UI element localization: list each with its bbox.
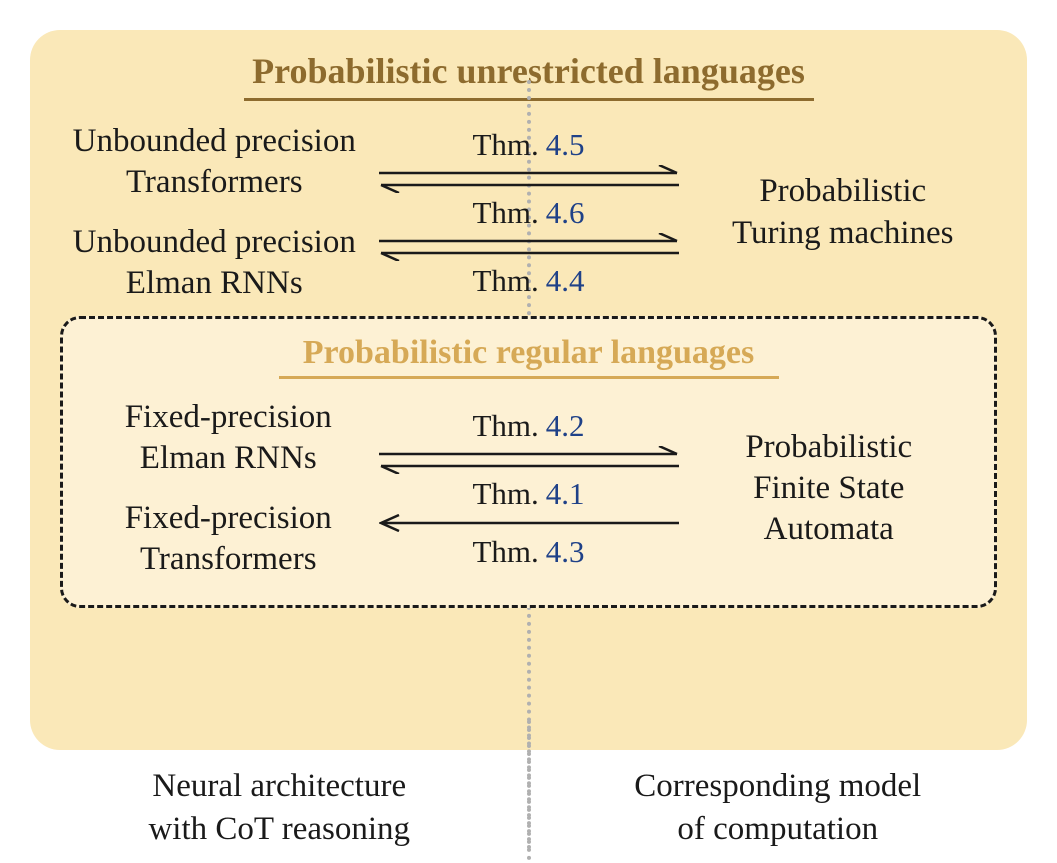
caption-right: Corresponding model of computation (529, 765, 1028, 851)
inner-left-line2: Elman RNNs (125, 438, 332, 479)
harpoon-pair-icon (379, 446, 679, 474)
thm-number: 4.4 (546, 263, 585, 299)
thm-row-4-1: Thm. 4.1 (472, 476, 584, 512)
caption-left-line2: with CoT reasoning (30, 808, 529, 851)
thm-label: Thm. (472, 476, 538, 512)
harpoon-pair-icon (379, 165, 679, 193)
inner-section: Fixed-precision Elman RNNs Fixed-precisi… (88, 397, 969, 580)
inner-right-column: Probabilistic Finite State Automata (689, 427, 970, 551)
thm-number: 4.1 (546, 476, 585, 512)
caption-divider (527, 720, 531, 860)
thm-row-4-5: Thm. 4.5 (472, 127, 584, 163)
thm-label: Thm. (472, 534, 538, 570)
outer-box: Probabilistic unrestricted languages Unb… (30, 30, 1027, 750)
thm-label: Thm. (472, 127, 538, 163)
outer-right-line2: Turing machines (732, 213, 954, 254)
outer-section: Unbounded precision Transformers Unbound… (60, 121, 997, 304)
inner-title-underline (279, 376, 779, 379)
caption-left-line1: Neural architecture (30, 765, 529, 808)
outer-right-column: Probabilistic Turing machines (689, 171, 998, 254)
inner-box: Probabilistic regular languages Fixed-pr… (60, 316, 997, 608)
caption-right-line2: of computation (529, 808, 1028, 851)
thm-row-4-4: Thm. 4.4 (472, 263, 584, 299)
outer-left-line1: Unbounded precision (73, 121, 356, 162)
thm-label: Thm. (472, 263, 538, 299)
inner-right-line3: Automata (745, 509, 912, 550)
thm-number: 4.5 (546, 127, 585, 163)
caption-left: Neural architecture with CoT reasoning (30, 765, 529, 851)
outer-left-line2: Transformers (73, 162, 356, 203)
thm-number: 4.3 (546, 534, 585, 570)
outer-left-column: Unbounded precision Transformers Unbound… (60, 121, 369, 304)
thm-row-4-6: Thm. 4.6 (472, 195, 584, 231)
inner-left-line1: Fixed-precision (125, 397, 332, 438)
inner-middle-column: Thm. 4.2 Thm. 4.1 (379, 408, 679, 570)
inner-right-line2: Finite State (745, 468, 912, 509)
thm-label: Thm. (472, 195, 538, 231)
inner-right-line1: Probabilistic (745, 427, 912, 468)
caption-right-line1: Corresponding model (529, 765, 1028, 808)
thm-label: Thm. (472, 408, 538, 444)
inner-left-column: Fixed-precision Elman RNNs Fixed-precisi… (88, 397, 369, 580)
harpoon-pair-icon (379, 233, 679, 261)
outer-left-line4: Elman RNNs (73, 263, 356, 304)
thm-row-4-3: Thm. 4.3 (472, 534, 584, 570)
outer-left-line3: Unbounded precision (73, 222, 356, 263)
thm-number: 4.2 (546, 408, 585, 444)
arrow-left-icon (379, 514, 679, 532)
outer-right-line1: Probabilistic (732, 171, 954, 212)
thm-row-4-2: Thm. 4.2 (472, 408, 584, 444)
thm-number: 4.6 (546, 195, 585, 231)
inner-left-line3: Fixed-precision (125, 498, 332, 539)
inner-title: Probabilistic regular languages (88, 334, 969, 372)
inner-left-line4: Transformers (125, 539, 332, 580)
outer-middle-column: Thm. 4.5 Thm. 4.6 (379, 127, 679, 299)
